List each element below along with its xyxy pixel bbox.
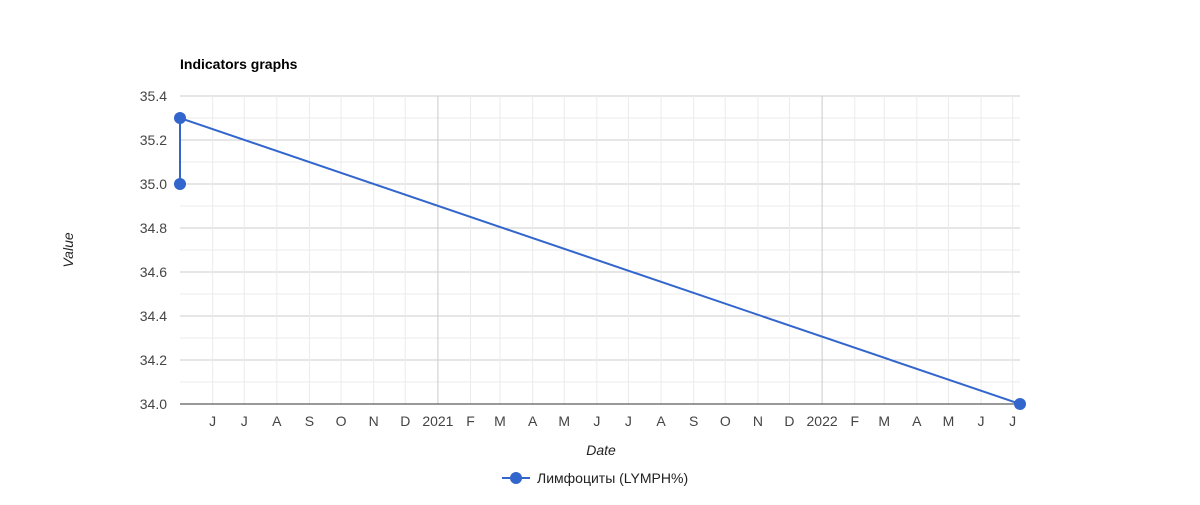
y-tick-label: 35.4 bbox=[140, 88, 167, 104]
x-tick-label: 2021 bbox=[422, 413, 453, 429]
x-tick-label: A bbox=[272, 413, 282, 429]
legend: Лимфоциты (LYMPH%) bbox=[502, 470, 688, 486]
x-tick-label: J bbox=[593, 413, 600, 429]
y-tick-label: 34.6 bbox=[140, 264, 167, 280]
axes: 34.034.234.434.634.835.035.235.4J J A S O N D 2… bbox=[140, 88, 1020, 429]
y-tick-label: 35.0 bbox=[140, 176, 167, 192]
x-tick-label: D bbox=[784, 413, 794, 429]
x-tick-label: S bbox=[305, 413, 314, 429]
x-tick-label: J bbox=[978, 413, 985, 429]
x-tick-label: J bbox=[625, 413, 632, 429]
x-tick-label: J bbox=[209, 413, 216, 429]
x-tick-label: O bbox=[720, 413, 731, 429]
x-tick-label: 2022 bbox=[807, 413, 838, 429]
y-axis-title: Value bbox=[60, 232, 76, 268]
y-tick-label: 34.0 bbox=[140, 396, 167, 412]
x-tick-label: A bbox=[528, 413, 538, 429]
series-layer bbox=[174, 112, 1026, 410]
x-tick-label: O bbox=[336, 413, 347, 429]
x-tick-label: M bbox=[878, 413, 890, 429]
x-tick-label: M bbox=[558, 413, 570, 429]
x-tick-label: A bbox=[912, 413, 922, 429]
data-point[interactable] bbox=[174, 178, 186, 190]
data-point[interactable] bbox=[1014, 398, 1026, 410]
y-tick-label: 35.2 bbox=[140, 132, 167, 148]
legend-label: Лимфоциты (LYMPH%) bbox=[537, 470, 688, 486]
x-tick-label: F bbox=[850, 413, 859, 429]
x-tick-label: D bbox=[400, 413, 410, 429]
x-tick-label: F bbox=[466, 413, 475, 429]
y-tick-label: 34.2 bbox=[140, 352, 167, 368]
y-tick-label: 34.8 bbox=[140, 220, 167, 236]
x-tick-label: S bbox=[689, 413, 698, 429]
x-axis-title: Date bbox=[586, 442, 616, 458]
series-line bbox=[179, 116, 1021, 405]
legend-marker-icon bbox=[510, 472, 522, 484]
x-tick-label: M bbox=[494, 413, 506, 429]
x-tick-label: N bbox=[753, 413, 763, 429]
x-tick-label: J bbox=[241, 413, 248, 429]
y-tick-label: 34.4 bbox=[140, 308, 167, 324]
x-tick-label: A bbox=[656, 413, 666, 429]
grid bbox=[180, 95, 1020, 404]
x-tick-label: M bbox=[943, 413, 955, 429]
x-tick-label: N bbox=[369, 413, 379, 429]
chart-title: Indicators graphs bbox=[180, 56, 298, 72]
x-tick-label: J bbox=[1009, 413, 1016, 429]
data-point[interactable] bbox=[174, 112, 186, 124]
